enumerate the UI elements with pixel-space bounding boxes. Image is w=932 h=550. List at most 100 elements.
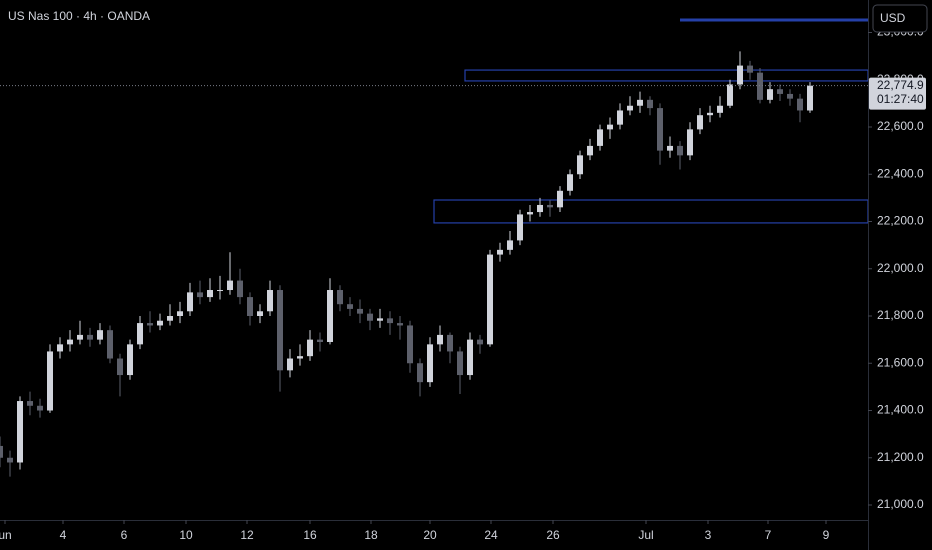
candle-body [207, 290, 213, 298]
candle-body [497, 249, 503, 255]
candle-body [377, 318, 383, 321]
candle-body [157, 320, 163, 326]
y-tick-label: 22,400.0 [877, 166, 924, 180]
candle-body [617, 110, 623, 125]
candle-body [757, 72, 763, 100]
candle-body [537, 204, 543, 213]
candle-body [687, 129, 693, 156]
x-tick-label: 7 [765, 528, 772, 542]
candle-body [447, 334, 453, 352]
candle-body [517, 214, 523, 241]
candle-body [567, 174, 573, 191]
candle-body [387, 318, 393, 324]
candle-body [267, 290, 273, 312]
candle-body [97, 330, 103, 340]
candle-body [487, 254, 493, 345]
candle-body [67, 339, 73, 345]
x-tick-label: Jul [638, 528, 653, 542]
candle-body [677, 145, 683, 156]
candle-body [507, 240, 513, 250]
candle-body [317, 339, 323, 342]
candle-body [327, 290, 333, 342]
candle-body [767, 89, 773, 100]
candle-body [737, 65, 743, 85]
candle-body [557, 190, 563, 208]
candle-body [307, 339, 313, 357]
x-tick-label: 9 [823, 528, 830, 542]
candle-body [697, 115, 703, 130]
candle-body [727, 84, 733, 106]
x-tick-label: 3 [705, 528, 712, 542]
candle-body [247, 297, 253, 317]
x-tick-label: un [0, 528, 12, 542]
plot-area [0, 18, 869, 477]
candle-body [787, 93, 793, 99]
candle-body [807, 85, 813, 111]
candle-body [407, 325, 413, 364]
y-tick-label: 21,200.0 [877, 450, 924, 464]
candle-body [137, 323, 143, 345]
candle-body [277, 290, 283, 371]
candle-body [287, 358, 293, 371]
candle-body [87, 334, 93, 340]
candle-body [147, 323, 153, 326]
last-price-label: 22,774.9 [877, 78, 924, 92]
candle-body [397, 323, 403, 326]
candle-body [527, 212, 533, 215]
candle-body [637, 99, 643, 106]
x-tick-label: 16 [303, 528, 317, 542]
candle-body [587, 145, 593, 156]
candle-body [47, 351, 53, 411]
candle-body [467, 339, 473, 376]
countdown-label: 01:27:40 [877, 92, 924, 106]
last-price-badge [869, 77, 926, 110]
candle-body [0, 445, 3, 458]
x-tick-label: 12 [240, 528, 254, 542]
y-tick-label: 22,000.0 [877, 261, 924, 275]
currency-label[interactable]: USD [880, 11, 906, 25]
candle-body [57, 344, 63, 352]
candle-body [477, 339, 483, 345]
currency-button[interactable] [872, 4, 928, 33]
x-tick-label: 4 [60, 528, 67, 542]
candle-body [367, 313, 373, 321]
candle-body [417, 363, 423, 383]
candle-body [357, 308, 363, 314]
candle-body [237, 280, 243, 298]
chart-title: US Nas 100 · 4h · OANDA [8, 9, 150, 23]
axes: 21,000.0 21,200.0 21,400.0 21,600.0 21,800.0… [0, 25, 926, 542]
y-tick-label: 22,200.0 [877, 214, 924, 228]
candle-body [707, 112, 713, 116]
candle-body [547, 204, 553, 208]
candle-body [7, 457, 13, 463]
candle-body [747, 65, 753, 73]
candle-body [17, 401, 23, 463]
candle-body [177, 311, 183, 317]
candle-body [427, 344, 433, 383]
candle-body [107, 330, 113, 359]
candle-body [337, 290, 343, 305]
candle-body [457, 351, 463, 376]
y-tick-label: 21,000.0 [877, 497, 924, 511]
candle-body [37, 405, 43, 411]
candle-body [197, 292, 203, 298]
y-tick-label: 21,400.0 [877, 403, 924, 417]
candle-body [657, 108, 663, 151]
x-tick-label: 26 [546, 528, 560, 542]
candle-body [257, 311, 263, 317]
candle-body [217, 290, 223, 292]
candle-body [347, 304, 353, 309]
x-tick-label: 24 [484, 528, 498, 542]
x-tick-label: 20 [423, 528, 437, 542]
candle-body [577, 155, 583, 175]
candle-body [597, 129, 603, 146]
candle-body [187, 292, 193, 312]
candle-body [647, 99, 653, 109]
candle-body [607, 124, 613, 130]
y-tick-label: 21,600.0 [877, 355, 924, 369]
candle-body [627, 105, 633, 111]
candle-body [117, 358, 123, 376]
